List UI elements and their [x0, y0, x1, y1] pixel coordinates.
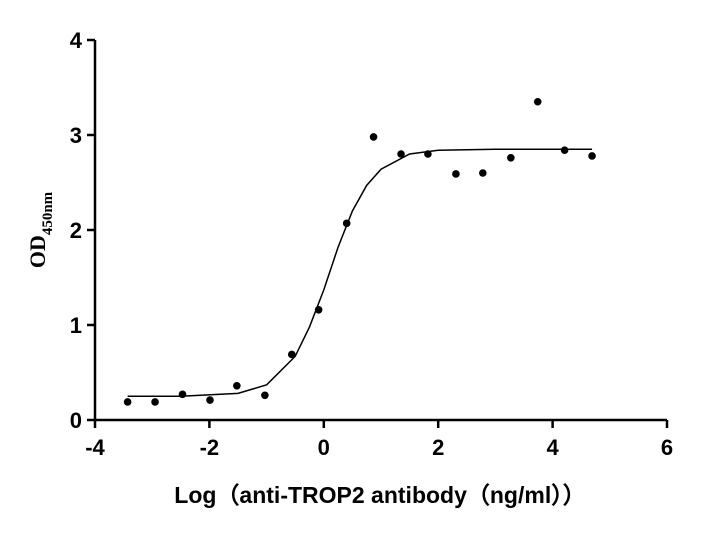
- data-point: [178, 390, 187, 399]
- data-point: [233, 382, 241, 390]
- data-point: [452, 170, 460, 178]
- data-point: [560, 146, 569, 154]
- data-point: [123, 398, 132, 406]
- x-tick-label: -2: [200, 435, 220, 460]
- y-axis-label-subscript: 450nm: [40, 191, 56, 235]
- y-axis-label-main: OD: [25, 235, 50, 268]
- y-tick-label: 0: [70, 408, 82, 433]
- y-axis-label: OD450nm: [25, 191, 56, 268]
- data-point: [206, 396, 214, 404]
- x-tick-label: 4: [546, 435, 559, 460]
- x-axis-label: Log（anti-TROP2 antibody（ng/ml））: [174, 482, 585, 508]
- x-tick-label: 6: [661, 435, 673, 460]
- y-tick-label: 4: [70, 28, 83, 53]
- data-point: [287, 350, 296, 359]
- data-point: [507, 154, 515, 162]
- data-point: [397, 150, 405, 158]
- data-point: [533, 97, 542, 106]
- y-tick-label: 3: [70, 123, 82, 148]
- x-tick-label: 0: [318, 435, 330, 460]
- y-tick-label: 2: [70, 218, 82, 243]
- fit-curve: [127, 148, 593, 397]
- data-point: [479, 169, 487, 177]
- data-point: [151, 398, 159, 406]
- x-tick-label: -4: [85, 435, 105, 460]
- x-tick-label: 2: [432, 435, 444, 460]
- data-point: [261, 391, 269, 400]
- data-point: [588, 152, 596, 160]
- y-tick-label: 1: [70, 313, 82, 338]
- data-point: [369, 133, 378, 141]
